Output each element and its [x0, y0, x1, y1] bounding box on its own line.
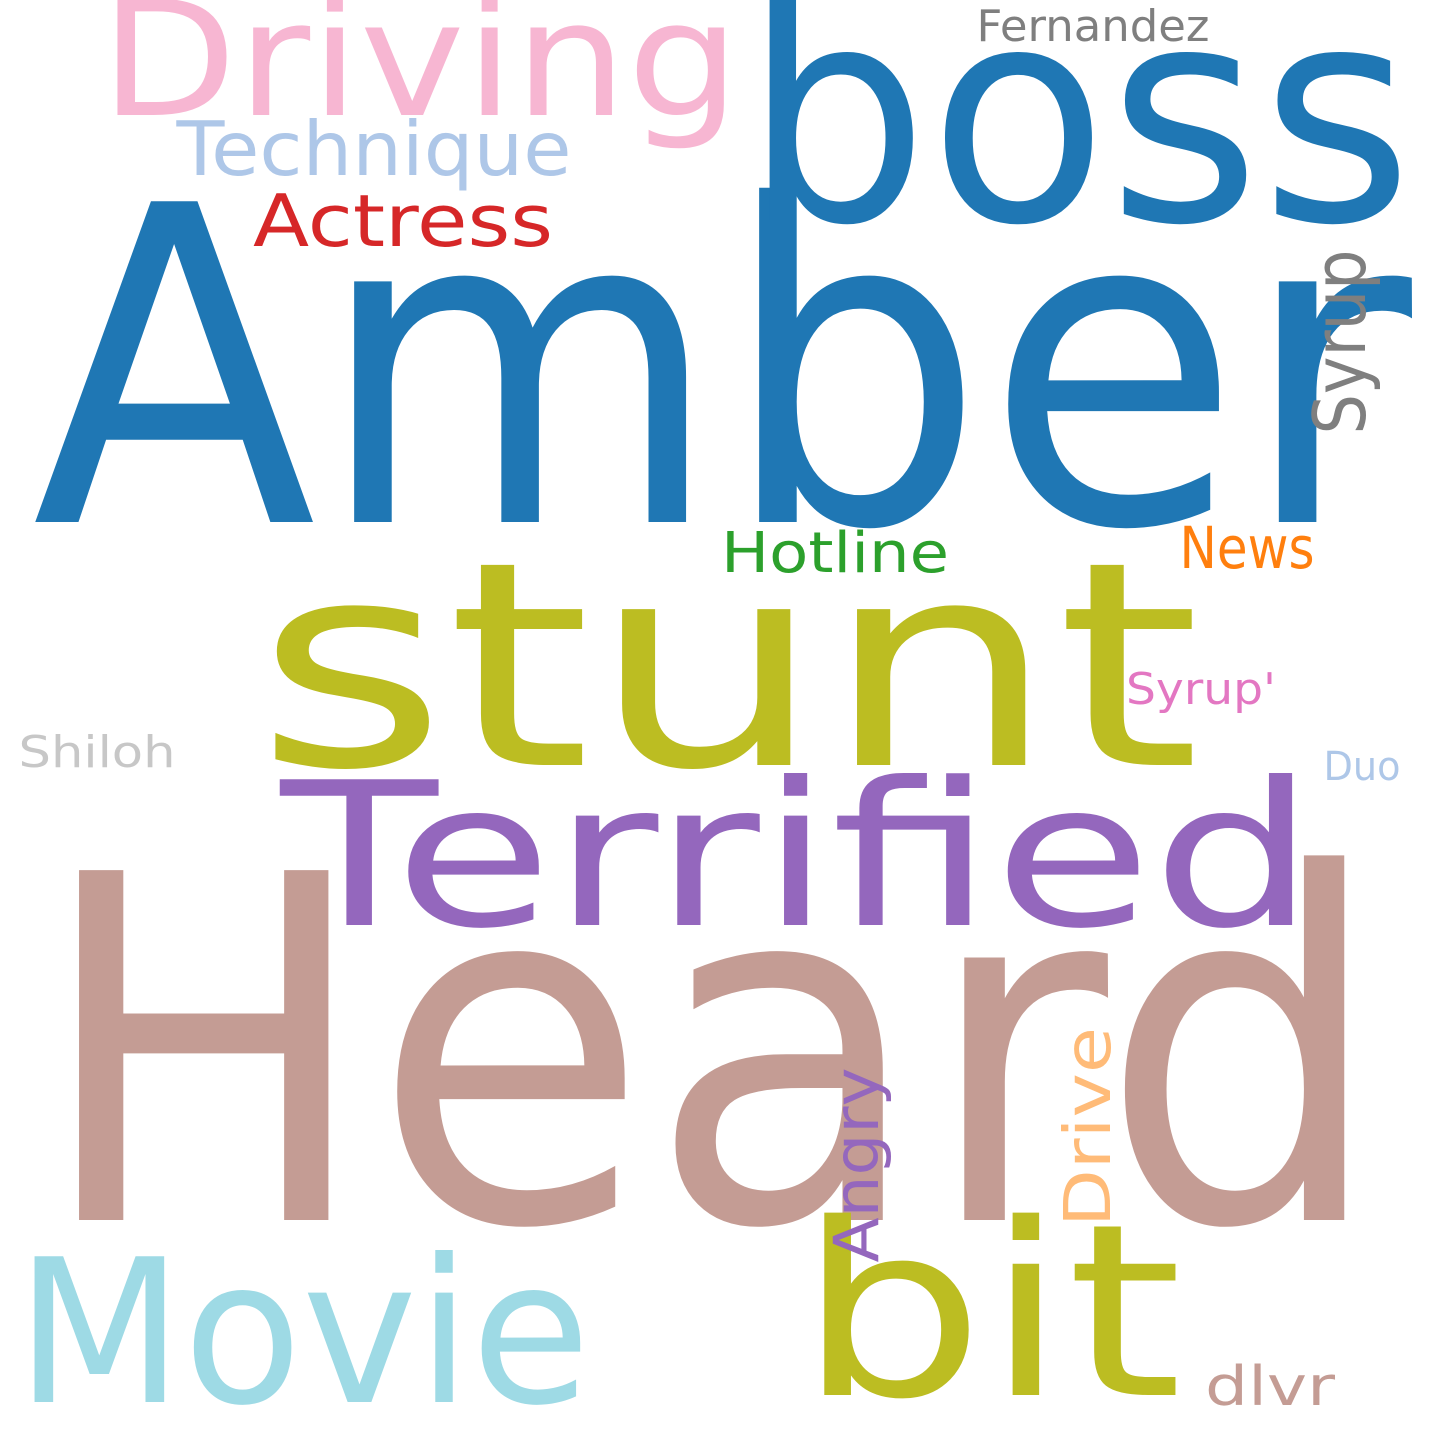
word-amber: Amber: [32, 114, 1416, 626]
word-angry-vertical: Angry: [820, 1068, 893, 1263]
word-hotline: Hotline: [721, 521, 949, 586]
word-technique: Technique: [175, 105, 571, 193]
word-syrup-quote: Syrup': [1126, 664, 1276, 715]
word-boss: boss: [743, 0, 1413, 291]
word-actress: Actress: [253, 179, 553, 263]
word-syrup-vertical: Syrup: [1298, 250, 1382, 435]
word-shiloh: Shiloh: [19, 727, 176, 778]
word-fernandez: Fernandez: [977, 1, 1210, 52]
word-dlvr: dlvr: [1205, 1355, 1336, 1418]
word-stunt: stunt: [256, 501, 1201, 833]
word-driving: Driving: [100, 0, 740, 153]
word-drive-vertical: Drive: [1052, 1027, 1126, 1227]
word-news: News: [1180, 514, 1315, 582]
word-heard: Heard: [35, 775, 1385, 1334]
word-duo: Duo: [1324, 744, 1401, 790]
word-bit: bit: [798, 1172, 1183, 1440]
word-movie: Movie: [16, 1217, 591, 1440]
word-terrified: Terrified: [279, 740, 1315, 973]
